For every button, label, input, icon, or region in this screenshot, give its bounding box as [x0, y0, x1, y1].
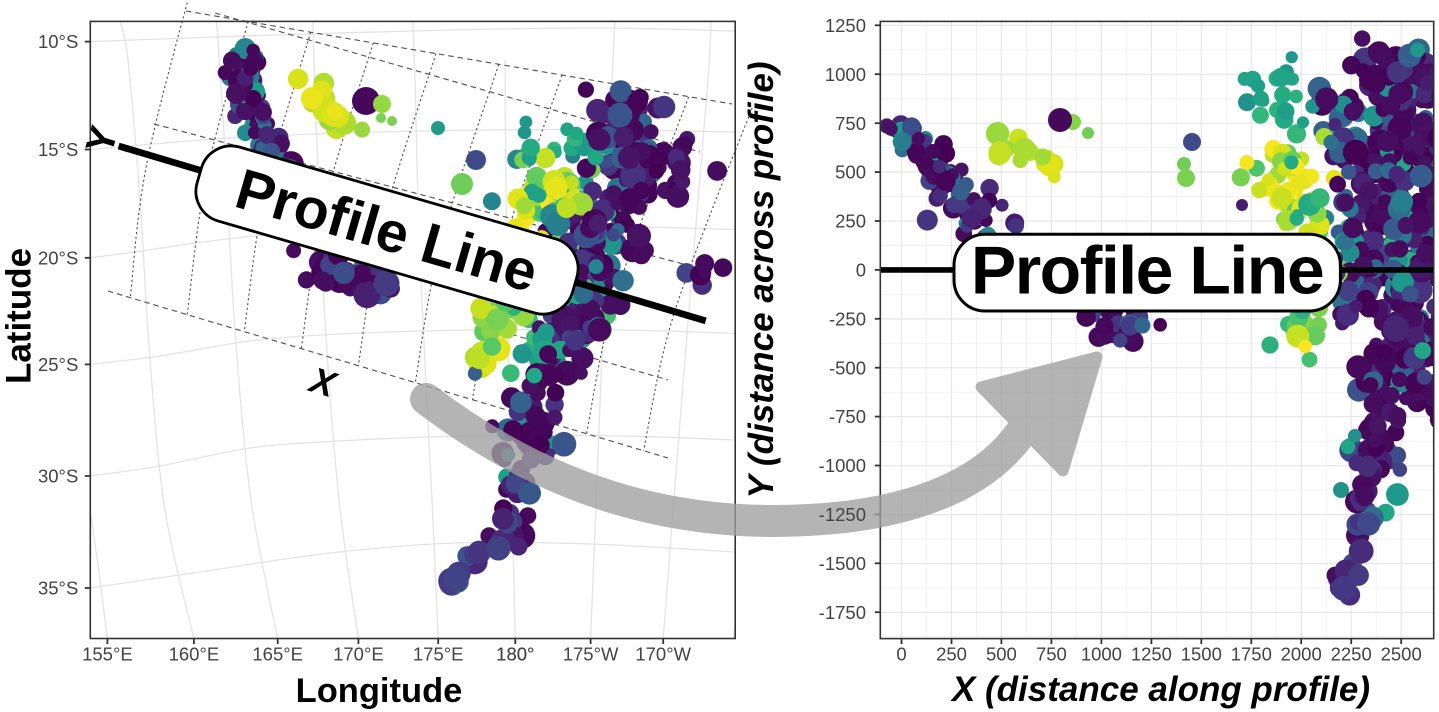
svg-text:-250: -250 [829, 308, 866, 329]
svg-text:25°S: 25°S [38, 354, 78, 375]
svg-text:-1750: -1750 [819, 602, 866, 623]
svg-text:180°: 180° [496, 644, 534, 665]
svg-text:-1500: -1500 [819, 553, 866, 574]
svg-text:Y (distance across profile): Y (distance across profile) [742, 61, 781, 498]
svg-text:750: 750 [1036, 644, 1067, 665]
svg-text:35°S: 35°S [38, 578, 78, 599]
svg-text:2250: 2250 [1331, 644, 1372, 665]
svg-text:Profile Line: Profile Line [971, 233, 1323, 309]
svg-text:250: 250 [835, 211, 866, 232]
svg-text:500: 500 [835, 162, 866, 183]
svg-text:1000: 1000 [1081, 644, 1122, 665]
svg-text:1250: 1250 [1131, 644, 1172, 665]
svg-text:170°E: 170°E [333, 644, 384, 665]
svg-text:0: 0 [856, 260, 866, 281]
svg-text:2500: 2500 [1381, 644, 1422, 665]
svg-text:1500: 1500 [1181, 644, 1222, 665]
svg-text:1250: 1250 [825, 15, 866, 36]
svg-text:165°E: 165°E [252, 644, 303, 665]
svg-text:Latitude: Latitude [0, 248, 39, 384]
svg-text:15°S: 15°S [38, 139, 78, 160]
svg-text:1750: 1750 [1231, 644, 1272, 665]
svg-text:1000: 1000 [825, 64, 866, 85]
svg-text:175°W: 175°W [563, 644, 619, 665]
svg-text:175°E: 175°E [413, 644, 464, 665]
svg-text:170°W: 170°W [635, 644, 691, 665]
svg-text:750: 750 [835, 113, 866, 134]
svg-text:20°S: 20°S [38, 247, 78, 268]
svg-text:2000: 2000 [1281, 644, 1322, 665]
svg-text:X (distance along profile): X (distance along profile) [950, 670, 1370, 709]
svg-text:-1000: -1000 [819, 455, 866, 476]
svg-text:-1250: -1250 [819, 504, 866, 525]
svg-text:-750: -750 [829, 406, 866, 427]
svg-text:-500: -500 [829, 357, 866, 378]
svg-text:10°S: 10°S [38, 31, 78, 52]
svg-text:155°E: 155°E [82, 644, 133, 665]
svg-text:180°: 180° [496, 644, 534, 665]
svg-text:0: 0 [896, 644, 906, 665]
svg-text:Longitude: Longitude [296, 672, 463, 710]
svg-text:500: 500 [986, 644, 1017, 665]
svg-text:30°S: 30°S [38, 466, 78, 487]
svg-text:250: 250 [936, 644, 967, 665]
svg-text:160°E: 160°E [169, 644, 220, 665]
